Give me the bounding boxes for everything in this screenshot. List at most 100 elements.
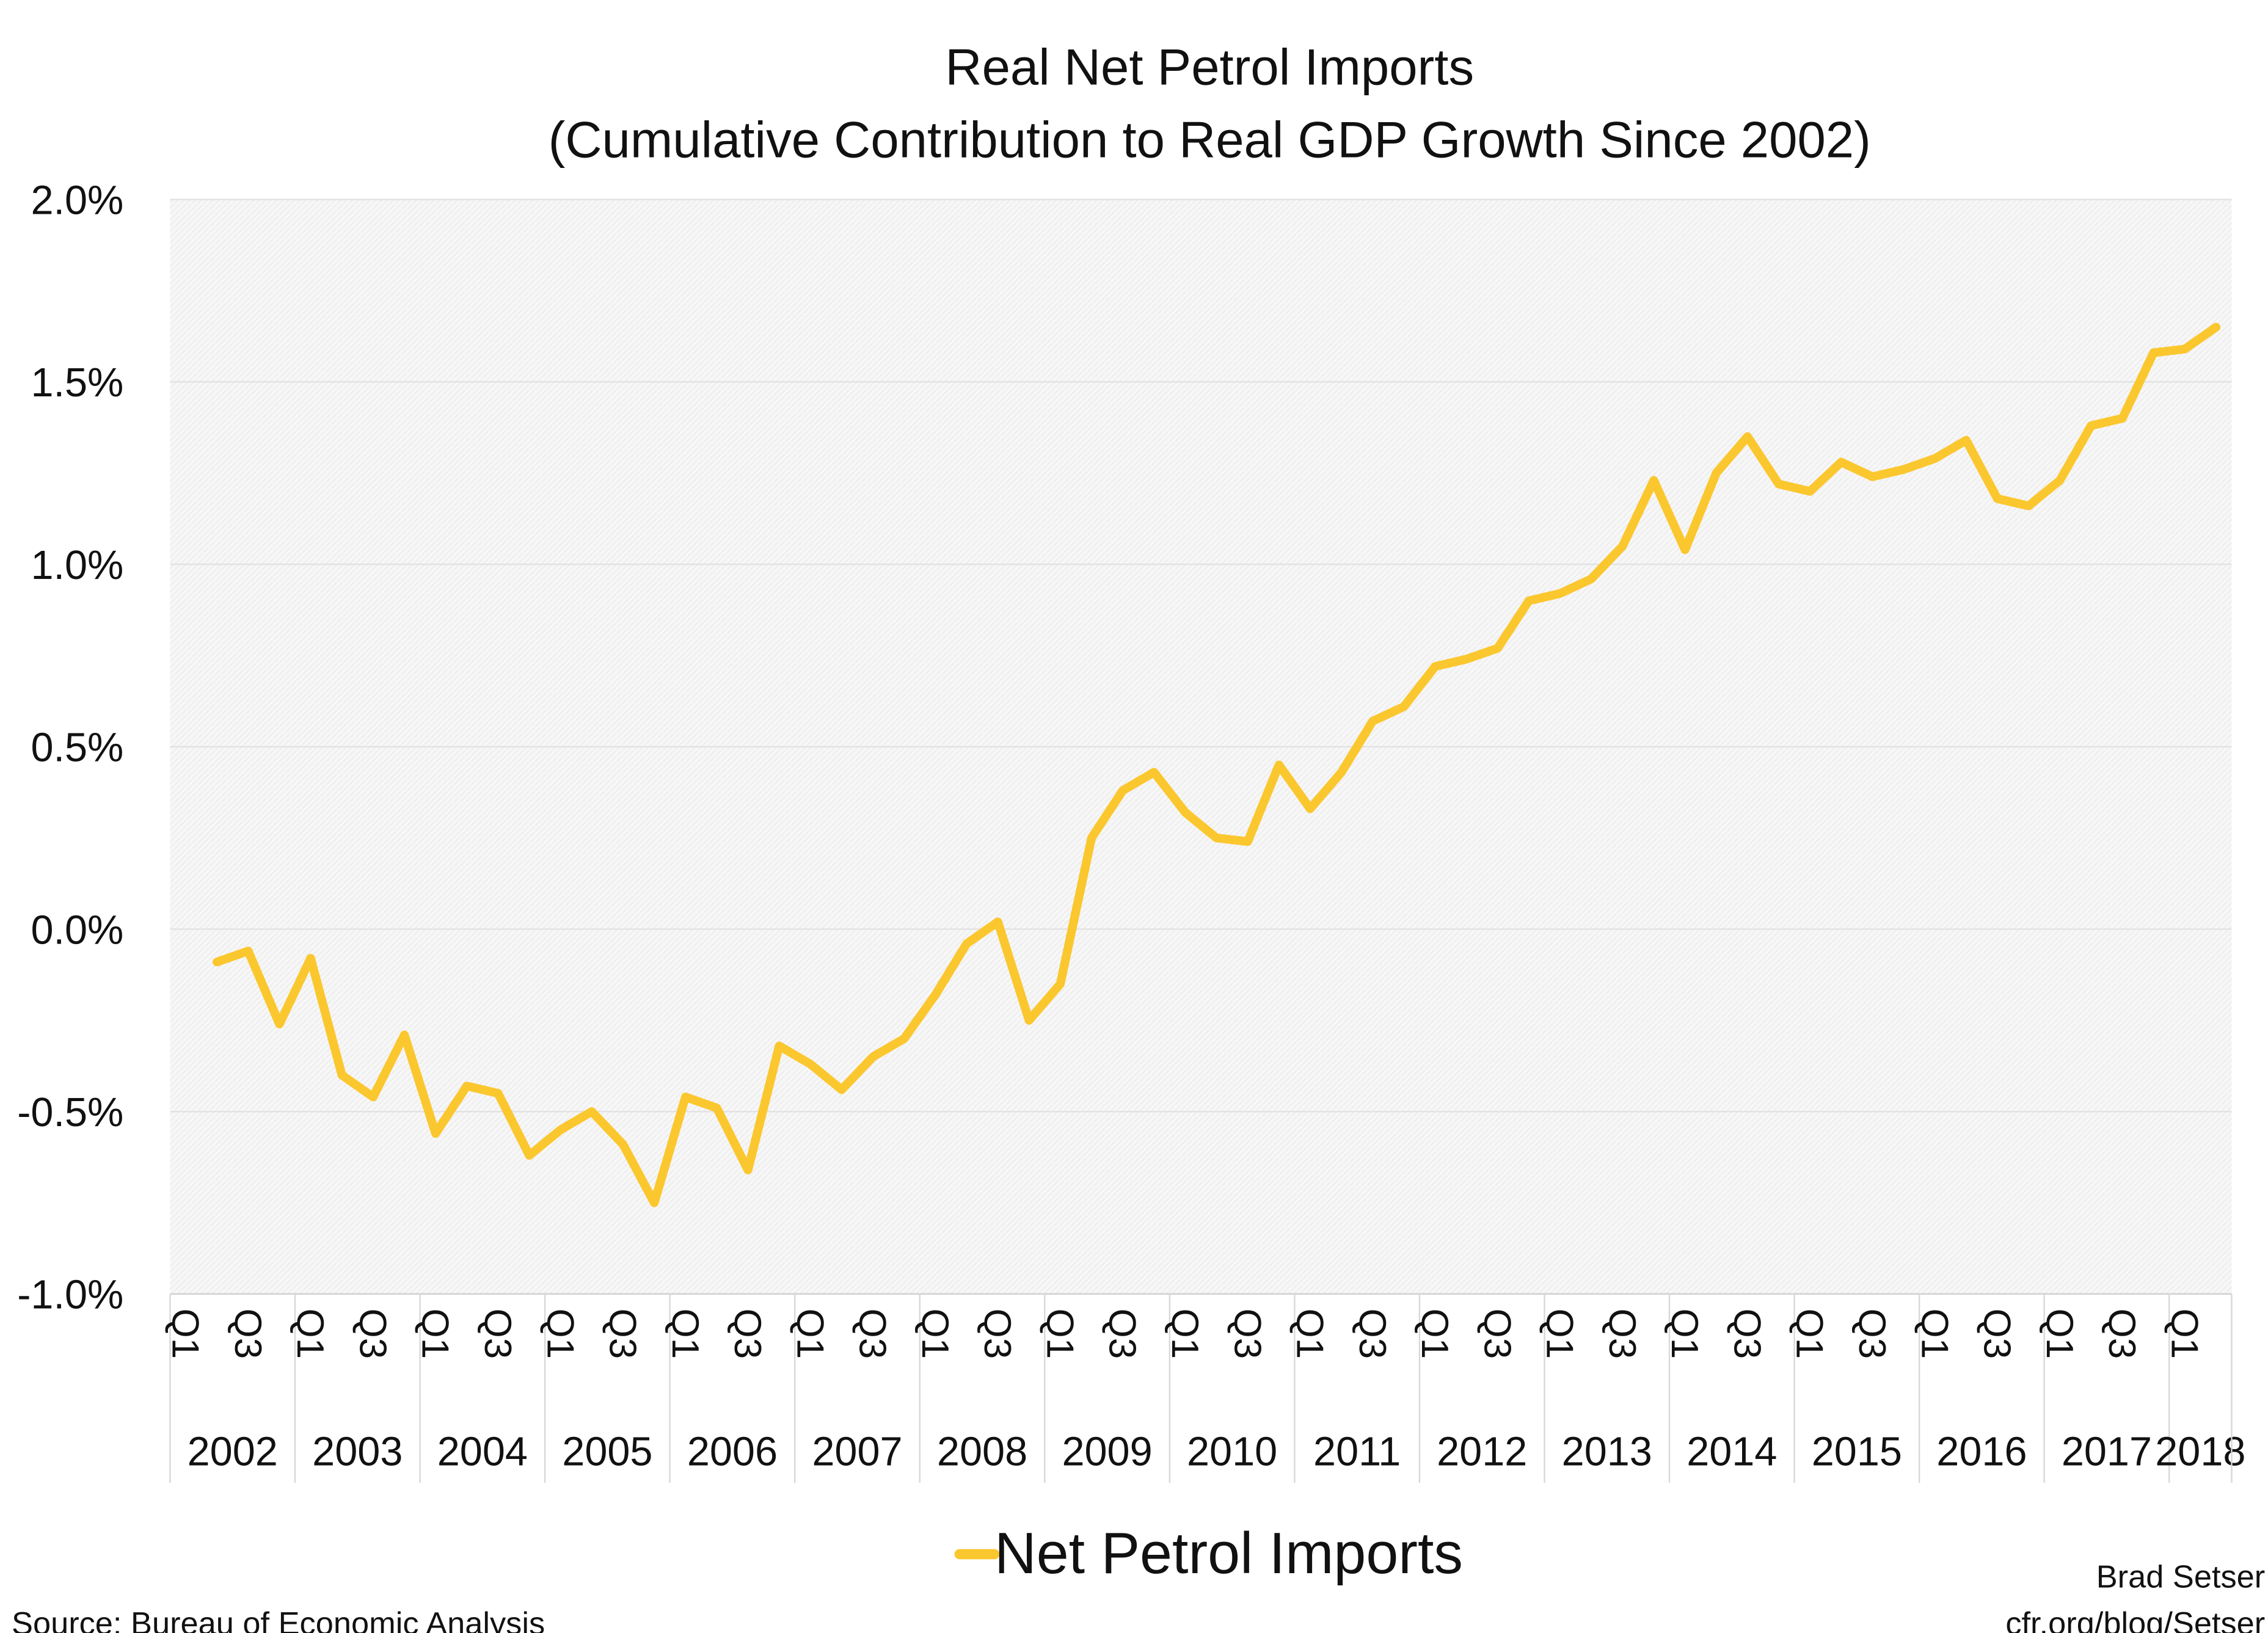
data-point — [997, 921, 999, 923]
data-point — [1247, 840, 1249, 843]
data-point — [1059, 983, 1062, 985]
data-point — [1622, 545, 1624, 547]
data-point — [1778, 483, 1780, 485]
year-label: 2014 — [1686, 1430, 1777, 1475]
year-label: 2004 — [437, 1430, 528, 1475]
x-tick-label: Q3 — [1726, 1309, 1768, 1359]
y-tick-label: 2.0% — [31, 178, 123, 223]
data-point — [653, 1202, 655, 1204]
x-tick-label: Q1 — [1913, 1309, 1955, 1359]
author-url: cfr.org/blog/Setser — [2005, 1606, 2265, 1633]
data-point — [560, 1129, 561, 1131]
data-point — [2059, 479, 2061, 481]
x-tick-label: Q3 — [1976, 1309, 2018, 1359]
x-tick-label: Q1 — [2038, 1309, 2080, 1359]
year-label: 2002 — [188, 1430, 278, 1475]
data-point — [1121, 790, 1124, 791]
data-point — [2153, 352, 2154, 354]
source-note: Source: Bureau of Economic Analysis — [12, 1606, 545, 1633]
data-point — [403, 1034, 406, 1036]
x-tick-label: Q1 — [789, 1309, 831, 1359]
data-point — [1153, 771, 1155, 773]
data-point — [528, 1154, 530, 1157]
x-tick-label: Q3 — [2101, 1309, 2143, 1359]
x-tick-label: Q3 — [351, 1309, 393, 1359]
x-tick-label: Q1 — [539, 1309, 581, 1359]
x-tick-label: Q3 — [602, 1309, 644, 1359]
data-point — [1403, 705, 1405, 708]
data-point — [1090, 837, 1093, 839]
year-label: 2003 — [312, 1430, 403, 1475]
y-tick-label: 0.0% — [31, 907, 123, 953]
data-point — [341, 1074, 343, 1076]
data-point — [279, 1023, 280, 1025]
x-tick-label: Q1 — [664, 1309, 706, 1359]
year-label: 2005 — [562, 1430, 652, 1475]
y-tick-label: 1.5% — [31, 360, 123, 406]
data-point — [1559, 592, 1561, 595]
data-point — [1840, 461, 1842, 463]
data-point — [2184, 348, 2186, 350]
data-point — [1809, 490, 1811, 492]
data-point — [434, 1132, 437, 1135]
y-tick-label: 1.0% — [31, 543, 123, 588]
data-point — [2027, 505, 2030, 507]
data-point — [1653, 479, 1655, 481]
x-tick-label: Q1 — [1663, 1309, 1705, 1359]
data-point — [466, 1085, 468, 1087]
x-tick-label: Q3 — [1601, 1309, 1643, 1359]
data-point — [966, 943, 968, 945]
data-point — [591, 1110, 593, 1113]
data-point — [903, 1038, 905, 1039]
data-point — [372, 1096, 374, 1098]
year-label: 2010 — [1187, 1430, 1277, 1475]
data-point — [809, 1063, 811, 1065]
data-point — [1903, 468, 1905, 470]
x-tick-label: Q3 — [1226, 1309, 1268, 1359]
year-label: 2015 — [1812, 1430, 1902, 1475]
author-credit: Brad Setser — [2096, 1560, 2265, 1595]
data-point — [1465, 658, 1467, 660]
year-label: 2013 — [1562, 1430, 1652, 1475]
data-point — [1216, 837, 1217, 839]
data-point — [1497, 647, 1498, 649]
year-label: 2006 — [687, 1430, 778, 1475]
x-tick-label: Q1 — [1789, 1309, 1831, 1359]
data-point — [716, 1107, 718, 1109]
data-point — [1872, 476, 1873, 478]
data-point — [2090, 424, 2092, 427]
year-label: 2008 — [937, 1430, 1027, 1475]
x-tick-label: Q1 — [1539, 1309, 1581, 1359]
data-point — [622, 1143, 624, 1146]
year-label: 2018 — [2155, 1430, 2245, 1475]
data-point — [1028, 1019, 1030, 1022]
chart-subtitle: (Cumulative Contribution to Real GDP Gro… — [549, 112, 1871, 169]
x-tick-label: Q1 — [164, 1309, 206, 1359]
x-tick-label: Q1 — [1413, 1309, 1456, 1359]
data-point — [2215, 326, 2217, 328]
year-label: 2011 — [1313, 1430, 1401, 1475]
data-point — [1591, 578, 1592, 580]
y-tick-label: 0.5% — [31, 726, 123, 771]
x-tick-label: Q3 — [1476, 1309, 1518, 1359]
data-point — [216, 961, 218, 963]
data-point — [1684, 548, 1686, 551]
x-tick-label: Q1 — [414, 1309, 456, 1359]
year-label: 2007 — [812, 1430, 902, 1475]
data-point — [1340, 771, 1343, 773]
x-tick-label: Q1 — [289, 1309, 331, 1359]
x-tick-label: Q1 — [914, 1309, 956, 1359]
year-label: 2009 — [1062, 1430, 1152, 1475]
data-point — [2121, 417, 2123, 420]
x-tick-label: Q1 — [1038, 1309, 1081, 1359]
data-point — [747, 1169, 749, 1171]
data-point — [1184, 812, 1186, 813]
x-tick-label: Q3 — [1851, 1309, 1893, 1359]
chart-title: Real Net Petrol Imports — [945, 39, 1474, 96]
x-tick-label: Q3 — [1351, 1309, 1393, 1359]
year-label: 2017 — [2062, 1430, 2152, 1475]
data-point — [872, 1056, 874, 1058]
data-point — [247, 950, 249, 952]
data-point — [1746, 435, 1749, 438]
